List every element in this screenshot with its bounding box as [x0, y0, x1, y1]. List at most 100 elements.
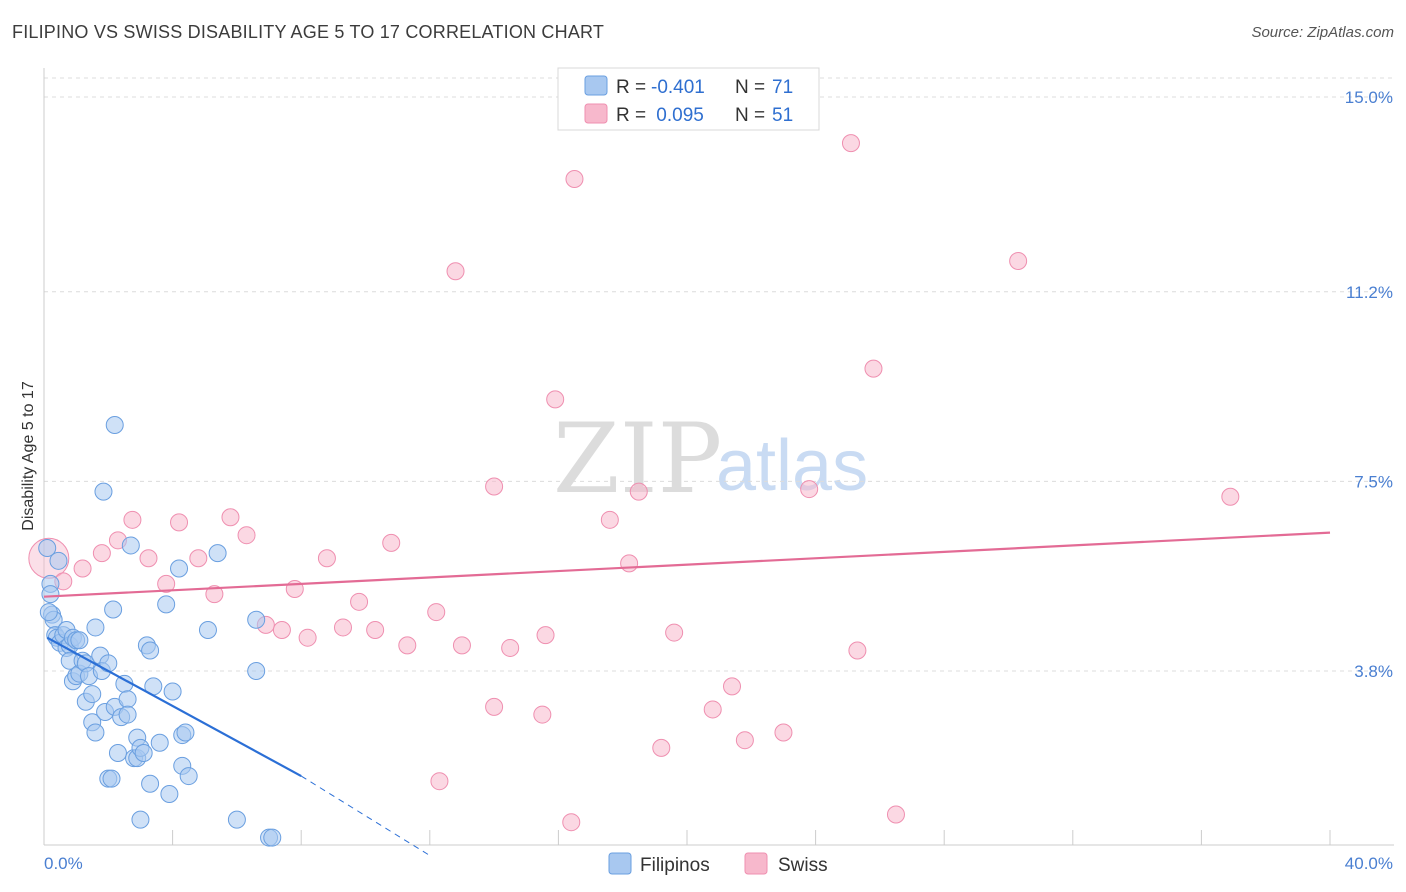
swiss-point [452, 636, 471, 655]
legend-r-value-swiss: 0.095 [651, 105, 704, 126]
legend-swatch-filipinos [584, 75, 608, 96]
filipinos-point [118, 705, 137, 724]
swiss-point [189, 549, 208, 568]
swiss-point [92, 544, 111, 563]
swiss-point [533, 705, 552, 724]
grid-lines [44, 77, 1394, 672]
legend-n-value-filipinos: 71 [772, 77, 793, 98]
filipino-points [38, 416, 282, 847]
swiss-point [485, 697, 504, 716]
swiss-point [665, 623, 684, 642]
filipinos-point [170, 559, 189, 578]
filipinos-point [227, 810, 246, 829]
swiss-point [546, 390, 565, 409]
filipinos-point [208, 544, 227, 563]
series-legend: Filipinos Swiss [608, 852, 828, 876]
filipinos-point [198, 621, 217, 639]
filipinos-point [141, 774, 160, 793]
filipinos-point [247, 662, 266, 680]
legend-swatch-swiss [584, 103, 608, 124]
swiss-point [886, 805, 905, 824]
swiss-point [1221, 487, 1240, 506]
swiss-point [848, 641, 867, 660]
swiss-point [139, 549, 158, 568]
swiss-point [620, 554, 639, 573]
swiss-point [864, 359, 883, 378]
filipinos-point [102, 769, 121, 788]
swiss-point [333, 618, 352, 637]
filipinos-point [141, 641, 160, 660]
filipinos-point [104, 600, 123, 619]
filipinos-point [150, 733, 169, 752]
swiss-point [170, 513, 189, 532]
swiss-point [221, 508, 240, 527]
filipinos-point [99, 654, 118, 673]
filipinos-point [39, 603, 58, 622]
swiss-point [501, 638, 520, 657]
filipinos-point [157, 595, 176, 614]
filipinos-point [263, 828, 282, 847]
legend-n-label-swiss: N = [735, 105, 770, 126]
filipinos-point [176, 723, 195, 742]
swiss-point [629, 482, 648, 501]
swiss-point [382, 533, 401, 552]
swiss-point [565, 170, 584, 188]
filipinos-point [41, 585, 60, 604]
filipinos-point [94, 482, 113, 501]
swiss-point [723, 677, 742, 696]
swiss-point [600, 510, 619, 529]
swiss-point [298, 628, 317, 647]
swiss-point [350, 592, 369, 611]
x-ticks [43, 830, 1331, 845]
swiss-points [28, 134, 1240, 832]
swiss-point [398, 636, 417, 655]
bottom-legend-label-filipinos: Filipinos [640, 855, 710, 876]
y-tick-label-3: 3.8% [1354, 662, 1393, 681]
swiss-point [774, 723, 793, 742]
filipinos-point [86, 723, 105, 742]
bottom-legend-label-swiss: Swiss [778, 855, 828, 876]
x-tick-label-max: 40.0% [1345, 854, 1393, 873]
legend-n-label-filipinos: N = [735, 77, 770, 98]
filipinos-point [134, 744, 153, 762]
swiss-point [205, 585, 224, 604]
filipinos-point [83, 685, 102, 704]
bottom-legend-swatch-swiss [744, 852, 768, 875]
y-tick-label-2: 7.5% [1354, 472, 1393, 491]
source-credit: Source: ZipAtlas.com [1251, 24, 1394, 41]
filipinos-point [105, 416, 124, 434]
legend-r-label-filipinos: R = [616, 77, 651, 98]
filipinos-point [70, 631, 89, 650]
swiss-point [536, 626, 555, 645]
swiss-point [703, 700, 722, 719]
x-tick-label-min: 0.0% [44, 854, 83, 873]
swiss-point [562, 813, 581, 832]
swiss-point [366, 621, 385, 639]
filipinos-trend-extension [300, 775, 431, 856]
bottom-legend-swatch-filipinos [608, 852, 632, 875]
legend-r-label-swiss: R = [616, 105, 651, 126]
swiss-point [652, 738, 671, 757]
y-tick-label-1: 11.2% [1346, 283, 1393, 302]
stats-legend: R = -0.401 N = 71 R = 0.095 N = 51 [557, 67, 820, 131]
legend-r-value-filipinos: -0.401 [651, 77, 705, 98]
filipinos-point [121, 536, 140, 555]
filipinos-point [118, 690, 137, 709]
swiss-point [73, 559, 92, 578]
filipinos-point [131, 810, 150, 829]
filipinos-trend-line [46, 636, 302, 778]
legend-n-value-swiss: 51 [772, 105, 793, 126]
swiss-point [237, 526, 256, 545]
filipinos-point [108, 744, 127, 762]
swiss-point [430, 772, 449, 791]
filipinos-point [247, 610, 266, 629]
watermark-atlas: atlas [716, 426, 868, 506]
filipinos-point [38, 539, 57, 557]
swiss-point [123, 510, 142, 529]
swiss-point [272, 621, 291, 639]
swiss-point [735, 731, 754, 750]
swiss-point [800, 480, 819, 499]
swiss-point [157, 574, 176, 593]
swiss-point [841, 134, 860, 153]
